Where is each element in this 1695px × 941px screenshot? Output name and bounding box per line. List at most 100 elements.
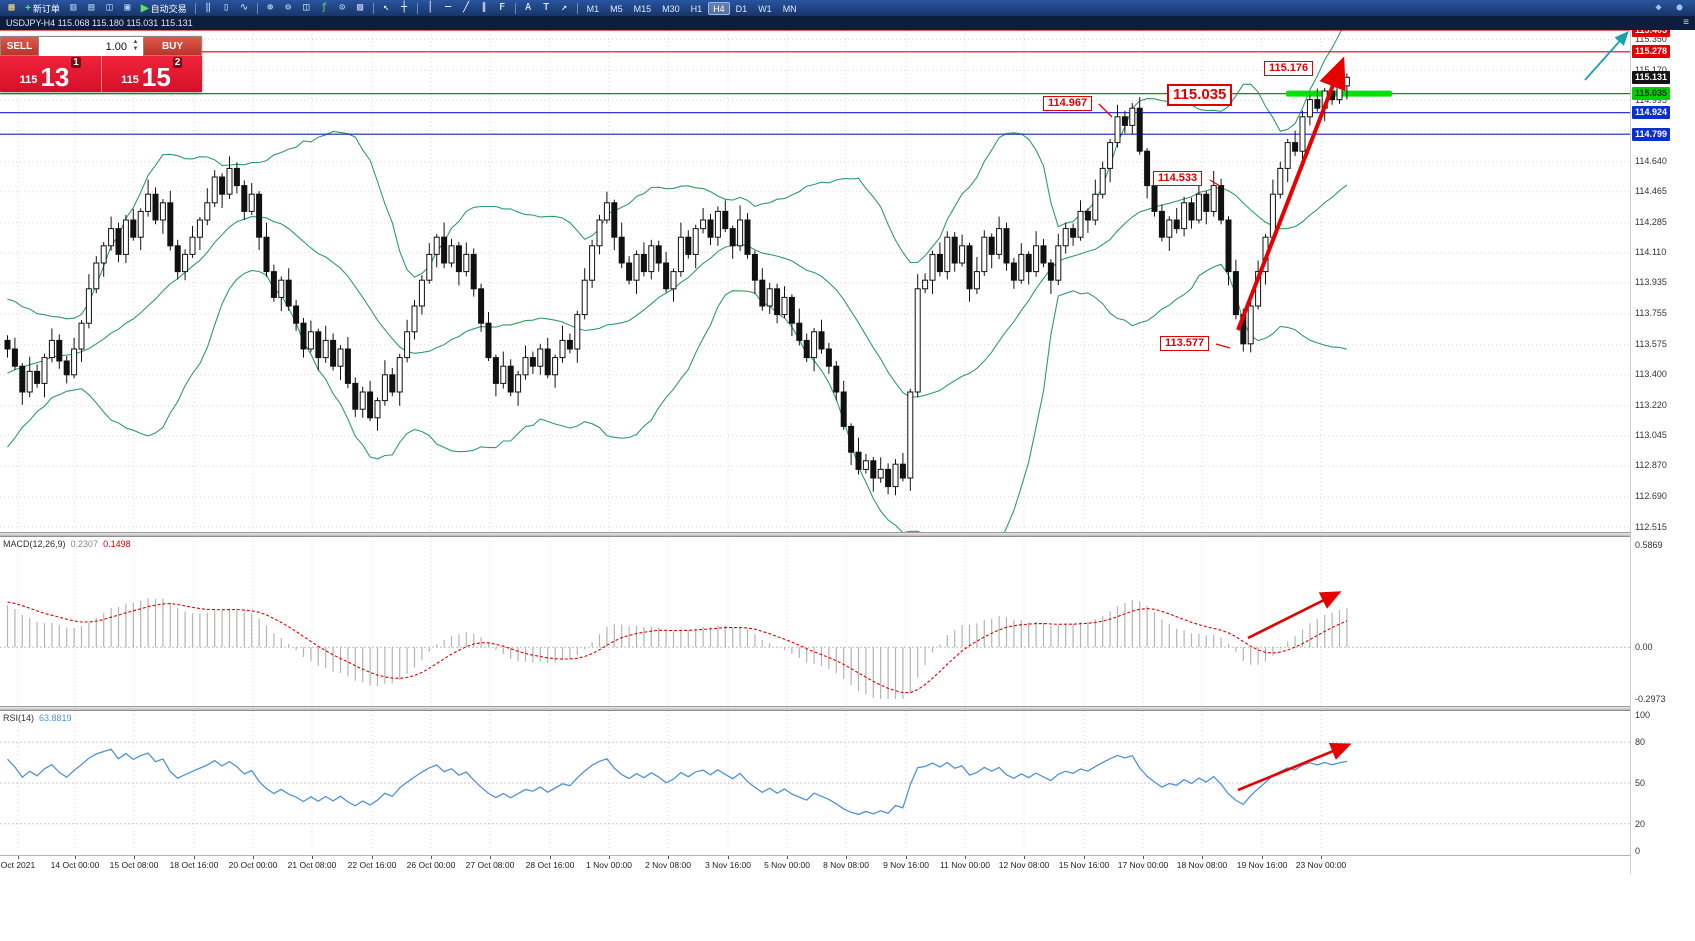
candles-chart-icon[interactable]: ▯ — [223, 2, 230, 13]
volume-input[interactable] — [39, 38, 143, 56]
autotrade-button-icon: ▶ — [140, 2, 149, 14]
macd-label: MACD(12,26,9) 0.2307 0.1498 — [3, 539, 131, 549]
time-tick — [1321, 856, 1322, 859]
arrows-icon[interactable]: ↗ — [561, 2, 568, 13]
time-axis[interactable]: Oct 2021 14 Oct 00:00 15 Oct 08:00 18 Oct 1… — [0, 855, 1695, 874]
time-axis-label: 28 Oct 16:00 — [525, 860, 575, 870]
new-chart-icon[interactable]: ▦ — [8, 2, 15, 13]
line-chart-icon[interactable]: ∿ — [239, 2, 249, 13]
price-annotation[interactable]: 113.577 — [1160, 336, 1210, 351]
time-tick — [134, 856, 135, 859]
time-axis-label: Oct 2021 — [0, 860, 36, 870]
price-line-label: 114.799 — [1632, 127, 1671, 141]
price-axis-label: 115.170 — [1635, 64, 1667, 75]
sell-button[interactable]: SELL — [1, 37, 39, 55]
time-tick — [1202, 856, 1203, 859]
time-tick — [372, 856, 373, 859]
navigator-icon[interactable]: ◫ — [106, 2, 113, 13]
ask-price[interactable]: 115 15 2 — [100, 56, 203, 92]
volume-stepper-down-icon[interactable]: ▼ — [132, 46, 139, 52]
rsi-label: RSI(14) 63.8819 — [3, 713, 72, 723]
price-annotation[interactable]: 115.176 — [1264, 61, 1314, 76]
templates-icon[interactable]: ▨ — [357, 2, 364, 13]
trendline-icon[interactable]: ╱ — [463, 2, 470, 13]
new-order-button[interactable]: + 新订单 — [21, 1, 64, 15]
toolbar-search-icon[interactable]: ● — [1676, 2, 1683, 13]
volume-stepper-up-icon[interactable]: ▲ — [132, 39, 139, 45]
time-axis-label: 5 Nov 00:00 — [764, 860, 810, 870]
toolbar-separator — [194, 2, 196, 14]
crosshair-icon[interactable]: ┼ — [401, 2, 408, 13]
toolbar-separator — [372, 2, 374, 14]
timeframe-m1[interactable]: M1 — [586, 3, 600, 14]
bid-price[interactable]: 115 13 1 — [19, 57, 81, 92]
periods-icon[interactable]: ⊙ — [339, 2, 346, 13]
time-axis-label: 11 Nov 00:00 — [940, 860, 990, 870]
timeframe-h1[interactable]: H1 — [690, 3, 703, 14]
panel-separator[interactable] — [0, 706, 1695, 711]
vertical-line-icon[interactable]: │ — [427, 2, 434, 13]
text-icon[interactable]: A — [525, 2, 532, 13]
time-axis-label: 2 Nov 08:00 — [645, 860, 691, 870]
time-axis-label: 17 Nov 00:00 — [1117, 860, 1169, 870]
panel-separator[interactable] — [0, 532, 1695, 537]
zoom-in-icon[interactable]: ⊕ — [267, 2, 274, 13]
data-window-icon[interactable]: ▤ — [88, 2, 95, 13]
autotrade-button[interactable]: ▶ 自动交易 — [137, 1, 191, 15]
timeframe-mn[interactable]: MN — [782, 3, 797, 14]
price-annotation[interactable]: 114.533 — [1153, 171, 1203, 186]
toolbar-favorites-icon[interactable]: ◆ — [1655, 2, 1662, 13]
timeframe-group: M1 M5 M15 M30 H1 H4 D1 W1 MN — [582, 1, 802, 15]
macd-canvas[interactable] — [0, 537, 1630, 706]
price-axis-label: 114.640 — [1635, 156, 1667, 167]
timeframe-m5[interactable]: M5 — [610, 3, 623, 14]
time-tick — [787, 856, 788, 859]
zoom-out-icon[interactable]: ⊖ — [285, 2, 292, 13]
one-click-trading-panel: SELL ▲ ▼ BUY 115 13 1 115 15 2 — [0, 36, 202, 92]
new-order-button-icon: + — [25, 2, 31, 14]
text-label-icon[interactable]: T — [543, 2, 550, 13]
tile-windows-icon[interactable]: ◫ — [303, 2, 310, 13]
time-tick — [431, 856, 432, 859]
time-axis-label: 27 Oct 08:00 — [465, 860, 515, 870]
price-axis-label: 112.515 — [1635, 521, 1667, 532]
bars-chart-icon[interactable]: ‖ — [205, 2, 212, 13]
price-annotation[interactable]: 114.967 — [1043, 96, 1093, 111]
timeframe-m15[interactable]: M15 — [633, 3, 652, 14]
time-tick — [312, 856, 313, 859]
toolbar-separator — [256, 2, 258, 14]
time-axis-label: 3 Nov 16:00 — [705, 860, 751, 870]
buy-button[interactable]: BUY — [143, 37, 201, 55]
channel-icon[interactable]: ∥ — [481, 2, 487, 13]
time-tick — [846, 856, 847, 859]
time-tick — [1143, 856, 1144, 859]
time-axis-label: 8 Nov 08:00 — [823, 860, 869, 870]
main-chart-canvas[interactable] — [0, 30, 1630, 532]
chart-context-menu-icon[interactable]: ≡ — [1683, 17, 1689, 28]
timeframe-d1[interactable]: D1 — [735, 3, 748, 14]
price-axis-label: 113.220 — [1635, 400, 1667, 411]
macd-axis-label: 0.00 — [1635, 642, 1653, 653]
main-chart-panel — [0, 30, 1695, 532]
cursor-icon[interactable]: ↖ — [383, 2, 390, 13]
time-tick — [609, 856, 610, 859]
price-annotation[interactable]: 115.035 — [1167, 84, 1233, 106]
rsi-canvas[interactable] — [0, 711, 1630, 855]
macd-axis-label: 0.5869 — [1635, 540, 1663, 550]
indicators-icon[interactable]: ƒ — [321, 2, 328, 13]
timeframe-h4[interactable]: H4 — [708, 1, 730, 15]
autotrade-button-label: 自动交易 — [150, 3, 187, 14]
terminal-icon[interactable]: ▣ — [124, 2, 131, 13]
volume-stepper[interactable]: ▲ ▼ — [130, 38, 141, 54]
time-tick — [550, 856, 551, 859]
horizontal-line-icon[interactable]: ─ — [445, 2, 452, 13]
timeframe-w1[interactable]: W1 — [758, 3, 772, 14]
chart-symbol-ohlc: USDJPY-H4 115.068 115.180 115.031 115.13… — [6, 18, 193, 28]
timeframe-m30[interactable]: M30 — [662, 3, 680, 14]
price-axis-label: 113.755 — [1635, 308, 1667, 319]
fibonacci-icon[interactable]: F — [499, 2, 506, 13]
market-watch-icon[interactable]: ▥ — [70, 2, 77, 13]
time-tick — [490, 856, 491, 859]
toolbar-separator — [514, 2, 516, 14]
price-axis[interactable]: 115.350115.170114.995114.640114.465114.2… — [1630, 23, 1695, 874]
